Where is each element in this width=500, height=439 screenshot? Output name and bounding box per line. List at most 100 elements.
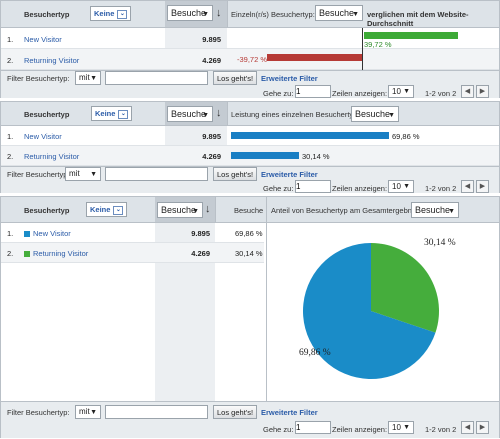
dimension-select[interactable]: Keine ⌄ [90, 6, 132, 21]
negative-delta-bar [267, 54, 362, 61]
apply-filter-button[interactable]: Los geht's! [213, 405, 258, 419]
percentage-label: 69,86 % [392, 132, 420, 141]
row-index: 1. [7, 132, 14, 141]
filter-input[interactable] [105, 405, 208, 419]
column-header-visitor-type: Besuchertyp [24, 206, 70, 215]
table-column-divider [266, 223, 267, 401]
filter-mode-label: mit [69, 169, 80, 178]
page-range: 1-2 von 2 [425, 184, 457, 193]
dimension-select-label: Keine [94, 9, 115, 18]
pie-chart: 69,86 % 30,14 % [299, 238, 456, 379]
goto-input[interactable] [295, 421, 331, 434]
row-index: 2. [7, 249, 14, 258]
goto-label: Gehe zu: [263, 425, 294, 434]
visitor-type-label: Returning Visitor [33, 249, 89, 258]
filter-label: Filter Besuchertyp: [7, 74, 70, 83]
pie-slice-returning-visitor[interactable] [371, 243, 439, 333]
performance-label: Leistung eines einzelnen Besuchertyp: [231, 110, 360, 119]
filter-mode-select[interactable]: mit ▼ [75, 71, 101, 85]
filter-mode-label: mit [79, 407, 90, 416]
filter-label: Filter Besuchertyp: [7, 408, 70, 417]
share-metric-label: Besuche [415, 205, 451, 215]
apply-filter-button[interactable]: Los geht's! [213, 167, 258, 181]
visitor-type-link[interactable]: Returning Visitor [24, 249, 88, 258]
share-metric-select[interactable]: Besuche ▼ [411, 202, 459, 218]
rows-label: Zeilen anzeigen: [332, 89, 388, 98]
advanced-filter-link[interactable]: Erweiterte Filter [261, 74, 318, 83]
dropdown-arrow-icon: ▼ [90, 75, 97, 82]
metric-select[interactable]: Besuche ▼ [167, 5, 213, 21]
row-index: 1. [7, 35, 14, 44]
pie-panel: Besuchertyp Keine ⌄ Besuche ▼ ↓ Besuche An… [0, 196, 500, 438]
visitor-type-link[interactable]: Returning Visitor [24, 152, 80, 161]
rows-label: Zeilen anzeigen: [332, 184, 388, 193]
triangle-right-icon[interactable]: ▶ [476, 421, 489, 434]
triangle-left-icon[interactable]: ◀ [461, 421, 474, 434]
sort-desc-icon[interactable]: ↓ [216, 107, 222, 119]
row-index: 2. [7, 152, 14, 161]
advanced-filter-link[interactable]: Erweiterte Filter [261, 170, 318, 179]
rows-select-label: 10 [392, 87, 401, 96]
dropdown-arrow-icon: ▼ [202, 11, 209, 18]
baseline-line [362, 28, 363, 70]
dimension-select[interactable]: Keine ⌄ [86, 202, 128, 217]
rows-select[interactable]: 10 ▼ [388, 85, 414, 98]
compare-metric-select[interactable]: Besuche ▼ [315, 5, 363, 21]
percentage-value: 69,86 % [235, 229, 263, 238]
dimension-select[interactable]: Keine ⌄ [91, 106, 133, 121]
table-row: 2. Returning Visitor 4.269 30,14 % [1, 243, 264, 263]
filter-mode-label: mit [79, 73, 90, 82]
legend-swatch [24, 251, 30, 258]
triangle-left-icon[interactable]: ◀ [461, 85, 474, 98]
dropdown-arrow-icon: ▼ [202, 112, 209, 119]
visits-value: 4.269 [191, 249, 210, 258]
triangle-right-icon[interactable]: ▶ [476, 85, 489, 98]
advanced-filter-link[interactable]: Erweiterte Filter [261, 408, 318, 417]
table-header: Besuchertyp Keine ⌄ Besuche ▼ ↓ Leistung e… [1, 102, 499, 126]
table-row: 2. Returning Visitor 4.269 -39,72 % [1, 49, 499, 70]
dropdown-arrow-icon: ▼ [90, 171, 97, 178]
visitor-type-link[interactable]: New Visitor [24, 132, 62, 141]
performance-metric-label: Besuche [355, 109, 391, 119]
sort-desc-icon[interactable]: ↓ [205, 203, 211, 215]
metric-select-label: Besuche [171, 8, 207, 18]
chevron-down-icon: ⌄ [117, 9, 128, 19]
performance-metric-select[interactable]: Besuche ▼ [351, 106, 399, 122]
rows-label: Zeilen anzeigen: [332, 425, 388, 434]
filter-mode-select[interactable]: mit ▼ [65, 167, 101, 181]
table-row: 1. New Visitor 9.895 69,86 % [1, 126, 499, 146]
pie-slice-new-visitor[interactable] [302, 243, 436, 379]
goto-input[interactable] [295, 85, 331, 98]
row-index: 1. [7, 229, 14, 238]
visitor-type-link[interactable]: Returning Visitor [24, 56, 80, 65]
goto-input[interactable] [295, 180, 331, 193]
triangle-left-icon[interactable]: ◀ [461, 180, 474, 193]
compare-label: Einzeln(r/s) Besuchertyp: [231, 10, 315, 19]
metric-select-label: Besuche [171, 109, 207, 119]
legend-swatch [24, 231, 30, 238]
filter-input[interactable] [105, 167, 208, 181]
pie-label-new-visitor: 69,86 % [299, 348, 331, 358]
rows-select[interactable]: 10 ▼ [388, 180, 414, 193]
sort-desc-icon[interactable]: ↓ [216, 7, 222, 19]
dropdown-arrow-icon: ▼ [388, 112, 395, 119]
percentage-bar [231, 132, 389, 139]
column-header-visitor-type: Besuchertyp [24, 10, 70, 19]
delta-label: -39,72 % [237, 55, 268, 64]
delta-label: 39,72 % [364, 40, 392, 49]
rows-select[interactable]: 10 ▼ [388, 421, 414, 434]
filter-input[interactable] [105, 71, 208, 85]
visitor-type-link[interactable]: New Visitor [24, 35, 62, 44]
dropdown-arrow-icon: ▼ [90, 409, 97, 416]
rows-select-label: 10 [392, 423, 401, 432]
metric-select[interactable]: Besuche ▼ [167, 106, 213, 122]
pie-label-returning-visitor: 30,14 % [424, 238, 456, 248]
page-range: 1-2 von 2 [425, 425, 457, 434]
page-range: 1-2 von 2 [425, 89, 457, 98]
apply-filter-button[interactable]: Los geht's! [213, 71, 258, 85]
metric-select[interactable]: Besuche ▼ [157, 202, 203, 218]
dimension-select-label: Keine [90, 205, 111, 214]
triangle-right-icon[interactable]: ▶ [476, 180, 489, 193]
filter-mode-select[interactable]: mit ▼ [75, 405, 101, 419]
visitor-type-link[interactable]: New Visitor [24, 229, 71, 238]
